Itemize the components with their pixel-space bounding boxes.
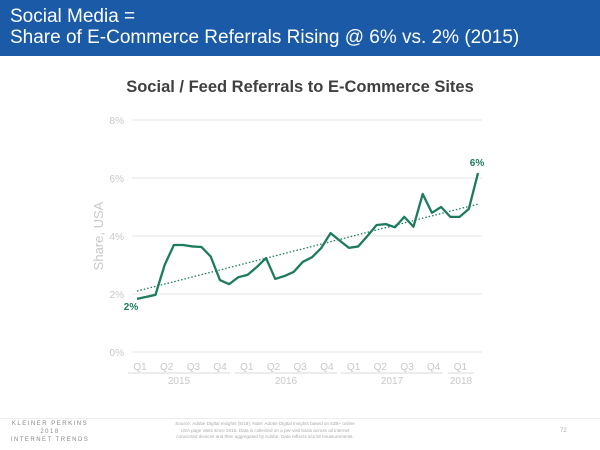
series-line	[136, 172, 480, 301]
y-axis-label: Share, USA	[91, 201, 106, 270]
y-tick-label: 2%	[110, 290, 125, 301]
x-tick-label: Q1	[240, 362, 254, 373]
x-tick-label: Q1	[347, 362, 361, 373]
x-tick-label: Q2	[267, 362, 281, 373]
logo-line: 2018	[40, 429, 60, 435]
line-chart: 0% 2% 4% 6% 8% Share, USA Q1 Q2 Q3 Q4 Q1 Q2 Q3 Q4 Q1 Q2…	[91, 116, 485, 387]
logo-line: INTERNET TRENDS	[10, 437, 90, 443]
slide-header: Social Media = Share of E-Commerce Refer…	[0, 0, 600, 56]
x-tick-label: Q1	[454, 362, 468, 373]
year-label: 2016	[275, 376, 298, 387]
y-tick-label: 0%	[110, 348, 125, 359]
trendline	[136, 203, 479, 292]
slide-title-line1: Social Media =	[10, 6, 136, 27]
x-tick-label: Q2	[374, 362, 388, 373]
start-value-label: 2%	[124, 302, 139, 313]
year-label: 2015	[168, 376, 191, 387]
footer-divider	[0, 418, 600, 450]
chart-title: Social / Feed Referrals to E-Commerce Si…	[126, 78, 474, 96]
x-tick-label: Q3	[294, 362, 308, 373]
source-note: Source: Adobe Digital Insights (5/18). N…	[175, 421, 355, 439]
logo-line: KLEINER PERKINS	[11, 421, 89, 427]
y-tick-label: 8%	[110, 116, 125, 127]
year-label: 2017	[381, 376, 404, 387]
x-tick-label: Q3	[400, 362, 414, 373]
x-tick-label: Q4	[320, 362, 334, 373]
kpcb-logo: KLEINER PERKINS 2018 INTERNET TRENDS	[8, 420, 92, 444]
x-tick-label: Q1	[133, 362, 147, 373]
y-tick-label: 6%	[110, 174, 125, 185]
x-tick-label: Q4	[427, 362, 441, 373]
page-number: 72	[560, 428, 567, 434]
x-tick-label: Q2	[160, 362, 174, 373]
y-tick-label: 4%	[110, 232, 125, 243]
x-tick-label: Q3	[187, 362, 201, 373]
end-value-label: 6%	[470, 158, 485, 169]
year-label: 2018	[450, 376, 473, 387]
slide-title-line2: Share of E-Commerce Referrals Rising @ 6…	[10, 27, 520, 48]
x-tick-label: Q4	[213, 362, 227, 373]
